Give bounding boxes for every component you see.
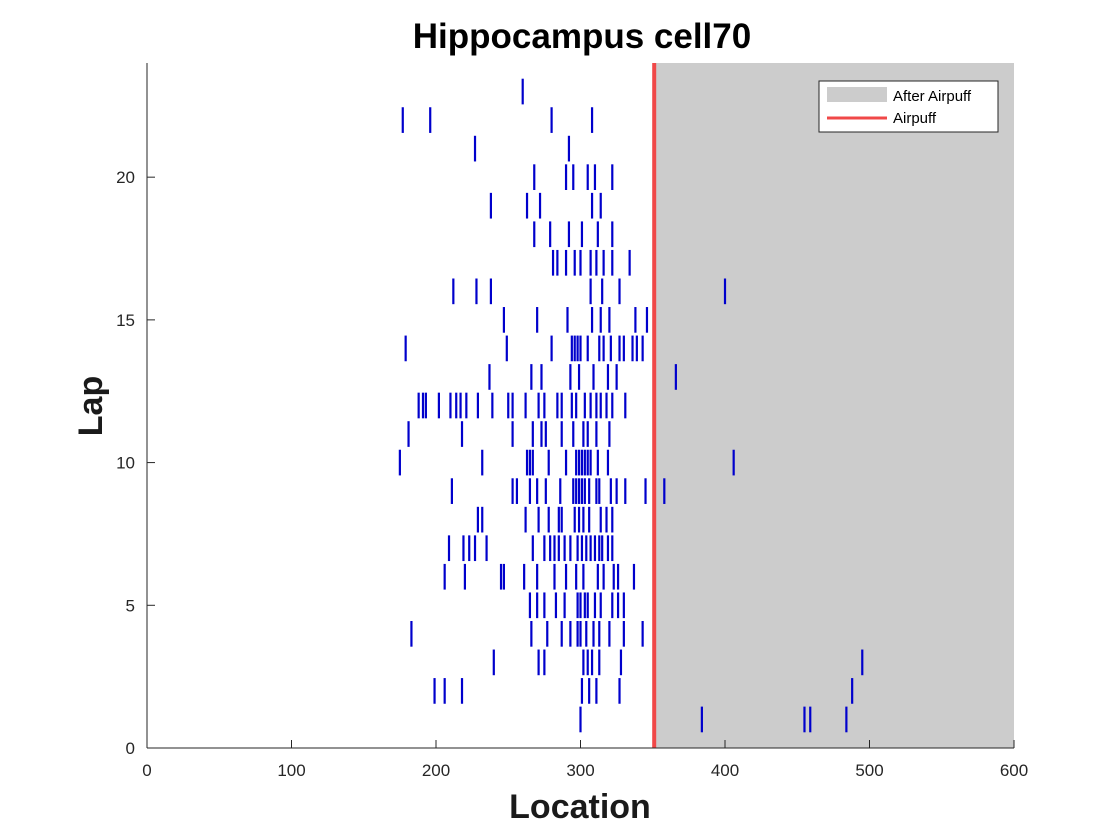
- legend-box: [818, 80, 999, 133]
- x-axis-ticks: 0 100 200 300 400 500 600: [142, 740, 1028, 780]
- y-axis-ticks: 0 5 10 15 20: [116, 168, 155, 758]
- y-tick-label: 20: [116, 168, 135, 187]
- x-tick-label: 200: [422, 761, 450, 780]
- legend-label-airpuff: Airpuff: [893, 110, 937, 127]
- y-tick-label: 10: [116, 454, 135, 473]
- after-airpuff-region: [654, 63, 1014, 748]
- legend: After Airpuff Airpuff: [818, 80, 999, 133]
- legend-swatch-after-airpuff: [827, 87, 887, 102]
- x-tick-label: 600: [1000, 761, 1028, 780]
- plot-area: [398, 63, 1014, 748]
- x-tick-label: 500: [855, 761, 883, 780]
- chart-title: Hippocampus cell70: [413, 17, 751, 56]
- x-tick-label: 300: [566, 761, 594, 780]
- x-axis-label: Location: [509, 788, 651, 826]
- y-tick-label: 0: [126, 739, 135, 758]
- y-axis-label: Lap: [72, 376, 110, 436]
- y-tick-label: 15: [116, 311, 135, 330]
- axes: 0 100 200 300 400 500 600 0 5 10 15 20: [116, 63, 1028, 780]
- x-tick-label: 400: [711, 761, 739, 780]
- y-tick-label: 5: [126, 596, 135, 615]
- x-tick-label: 100: [277, 761, 305, 780]
- x-tick-label: 0: [142, 761, 151, 780]
- spike-raster: [398, 78, 864, 733]
- legend-label-after-airpuff: After Airpuff: [893, 88, 972, 105]
